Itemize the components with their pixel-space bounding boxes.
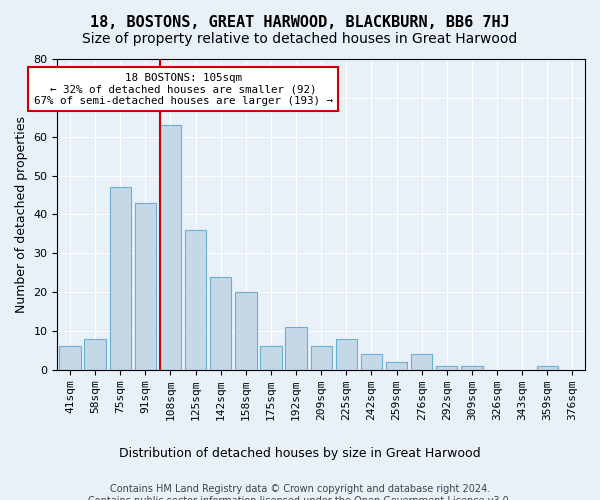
Bar	[59, 346, 80, 370]
Bar	[311, 346, 332, 370]
Bar	[286, 327, 307, 370]
Bar	[536, 366, 558, 370]
Bar	[85, 338, 106, 370]
Text: Distribution of detached houses by size in Great Harwood: Distribution of detached houses by size …	[119, 448, 481, 460]
Bar	[361, 354, 382, 370]
Bar	[185, 230, 206, 370]
Y-axis label: Number of detached properties: Number of detached properties	[15, 116, 28, 313]
Text: Size of property relative to detached houses in Great Harwood: Size of property relative to detached ho…	[82, 32, 518, 46]
Bar	[436, 366, 457, 370]
Bar	[411, 354, 433, 370]
Text: 18, BOSTONS, GREAT HARWOOD, BLACKBURN, BB6 7HJ: 18, BOSTONS, GREAT HARWOOD, BLACKBURN, B…	[90, 15, 510, 30]
Bar	[235, 292, 257, 370]
Bar	[210, 276, 232, 370]
Bar	[386, 362, 407, 370]
Bar	[260, 346, 281, 370]
Bar	[134, 202, 156, 370]
Text: 18 BOSTONS: 105sqm
← 32% of detached houses are smaller (92)
67% of semi-detache: 18 BOSTONS: 105sqm ← 32% of detached hou…	[34, 72, 332, 106]
Bar	[160, 125, 181, 370]
Bar	[461, 366, 482, 370]
Bar	[110, 187, 131, 370]
Text: Contains HM Land Registry data © Crown copyright and database right 2024.
Contai: Contains HM Land Registry data © Crown c…	[88, 484, 512, 500]
Bar	[335, 338, 357, 370]
